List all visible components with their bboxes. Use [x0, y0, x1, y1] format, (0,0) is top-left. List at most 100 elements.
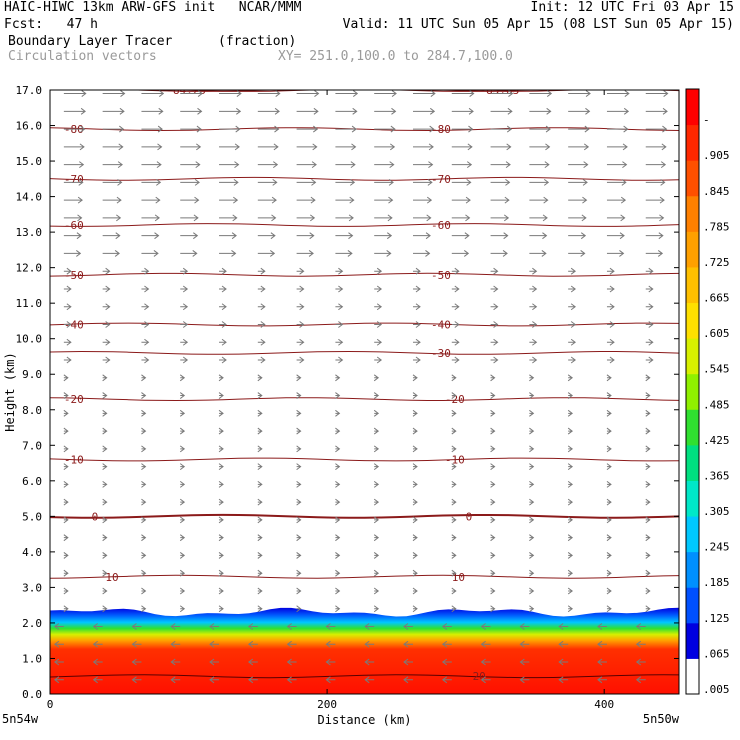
vector-arrow	[102, 569, 108, 577]
vector-arrow	[451, 214, 471, 222]
vector-arrow	[257, 409, 263, 417]
vector-arrow	[219, 161, 240, 169]
vector-arrow	[568, 321, 576, 328]
vector-arrow	[451, 605, 457, 613]
y-tick-label: 7.0	[22, 439, 42, 452]
vector-arrow	[180, 285, 189, 293]
contour-line	[50, 457, 679, 462]
vector-arrow	[179, 552, 186, 559]
vector-arrow	[247, 676, 258, 684]
vector-arrow	[141, 445, 147, 453]
vector-arrow	[131, 623, 142, 630]
vector-arrow	[141, 232, 160, 240]
vector-arrow	[92, 640, 103, 648]
vector-arrow	[558, 658, 569, 666]
vector-arrow	[645, 214, 665, 222]
vector-arrow	[219, 356, 227, 364]
vector-arrow	[490, 569, 496, 577]
vector-arrow	[490, 178, 511, 186]
vector-arrow	[63, 196, 83, 204]
vector-arrow	[412, 534, 418, 542]
vector-arrow	[412, 445, 418, 453]
vector-arrow	[63, 587, 69, 595]
vector-arrow	[451, 196, 471, 204]
vector-arrow	[529, 392, 535, 399]
vector-arrow	[257, 587, 263, 595]
vector-arrow	[335, 178, 356, 186]
vector-arrow	[170, 676, 181, 684]
vector-arrow	[296, 569, 302, 577]
vector-arrow	[63, 392, 69, 399]
colorbar-label: .245	[703, 541, 730, 554]
vector-arrow	[374, 338, 383, 346]
colorbar-swatch	[686, 622, 699, 659]
vector-arrow	[179, 374, 186, 382]
vector-arrow	[92, 623, 103, 630]
colorbar-swatch	[686, 338, 699, 375]
contour-label: -80	[431, 123, 451, 136]
vector-arrow	[296, 534, 302, 542]
vector-arrow	[403, 640, 413, 648]
vector-arrow	[568, 303, 576, 311]
vector-arrow	[568, 143, 590, 151]
vector-arrow	[412, 516, 418, 524]
contour-label: 0	[466, 510, 473, 523]
vector-arrow	[645, 427, 651, 435]
vector-arrow	[490, 267, 499, 275]
vector-arrow	[645, 107, 668, 115]
vector-arrow	[567, 374, 573, 382]
vector-arrow	[335, 356, 344, 364]
vector-arrow	[209, 658, 220, 666]
vector-arrow	[180, 338, 189, 346]
vector-arrow	[529, 267, 538, 275]
vector-arrow	[63, 90, 87, 97]
vector-arrow	[364, 676, 375, 684]
vector-arrow	[568, 178, 588, 186]
vector-arrow	[529, 409, 535, 417]
vector-arrow	[180, 267, 189, 275]
vector-arrow	[257, 463, 263, 471]
colorbar-swatch	[686, 409, 699, 446]
vector-arrow	[645, 267, 654, 275]
vector-arrow	[141, 480, 147, 488]
vector-arrow	[257, 285, 266, 293]
vector-arrow	[412, 107, 436, 115]
vector-arrow	[441, 640, 452, 648]
vector-arrow	[568, 232, 587, 240]
plot-frame	[49, 89, 680, 695]
vector-arrow	[296, 107, 319, 115]
vector-arrow	[218, 552, 224, 559]
vector-arrow	[529, 498, 535, 506]
colorbar-swatch	[686, 444, 699, 481]
circulation-vectors	[54, 90, 669, 684]
vector-arrow	[218, 392, 224, 399]
vector-arrow	[606, 125, 629, 133]
vector-arrow	[451, 303, 460, 311]
vector-arrow	[441, 676, 452, 684]
vector-arrow	[180, 356, 189, 364]
vector-arrow	[257, 232, 276, 240]
vector-arrow	[179, 427, 186, 435]
vector-arrow	[131, 658, 142, 666]
vector-arrow	[529, 516, 535, 524]
vector-arrow	[335, 409, 341, 417]
vector-arrow	[529, 285, 538, 293]
colorbar-label: .425	[703, 434, 730, 447]
vector-arrow	[412, 267, 421, 275]
vector-arrow	[529, 303, 538, 311]
y-tick-label: 3.0	[22, 581, 42, 594]
vector-arrow	[218, 463, 224, 471]
vector-arrow	[54, 676, 64, 684]
vector-arrow	[335, 125, 357, 133]
vector-arrow	[645, 303, 654, 311]
vector-arrow	[568, 125, 590, 133]
vector-arrow	[451, 250, 470, 257]
vector-arrow	[102, 498, 108, 506]
header-vectors: Circulation vectors	[8, 49, 157, 64]
vector-arrow	[451, 516, 457, 524]
colorbar-label: .065	[703, 647, 730, 660]
vector-arrow	[568, 285, 576, 293]
vector-arrow	[257, 445, 263, 453]
vector-arrow	[131, 676, 142, 684]
contour-label: 10	[105, 571, 118, 584]
